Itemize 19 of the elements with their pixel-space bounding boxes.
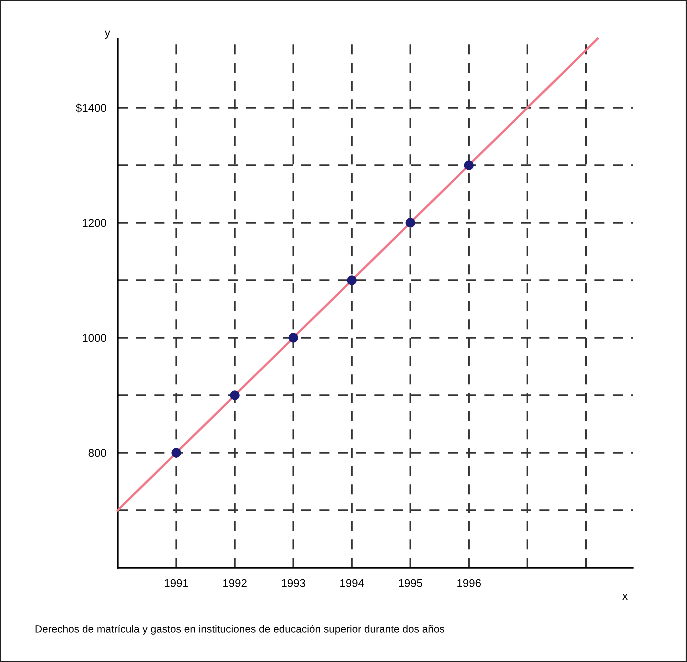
y-tick-label: 800 [88,449,106,458]
x-tick-label: 1996 [458,579,482,588]
y-tick-label: 1200 [83,219,106,228]
text: Derechos de matrícula y gastos en instituciones de educación superior durante dos años [36,625,445,635]
y-tick-label: 1000 [83,334,106,342]
point [288,333,298,343]
x-tick-label: 1992 [224,579,247,588]
point [347,276,357,286]
point [172,448,182,458]
y-tick-label: $1400 [76,104,106,113]
x-tick-label: 1995 [399,579,423,588]
point [406,218,416,228]
x-tick-label: 1993 [282,579,306,588]
x-tick-label: 1991 [165,579,188,588]
point [464,160,474,170]
x-axis-title: x [622,594,628,600]
point [230,390,240,400]
y-axis-title: y [104,30,110,39]
x-tick-label: 1994 [340,579,364,588]
